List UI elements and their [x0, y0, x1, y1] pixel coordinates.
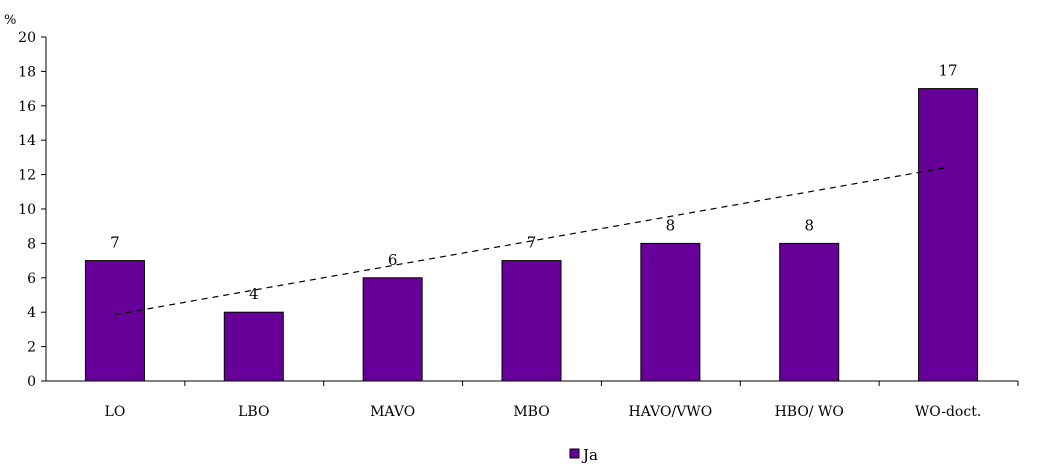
x-tick-label: LBO — [238, 404, 269, 420]
data-label: 7 — [110, 234, 120, 252]
y-tick-label: 6 — [27, 271, 36, 287]
data-label: 4 — [249, 285, 259, 303]
data-label: 8 — [804, 216, 814, 234]
x-tick-label: LO — [105, 404, 126, 420]
y-tick-label: 4 — [27, 305, 36, 321]
data-label: 7 — [527, 234, 537, 252]
y-axis-ticks: 0 2 4 6 8 10 12 14 16 18 20 — [18, 30, 46, 390]
y-axis-unit-label: % — [4, 13, 16, 28]
bars — [84, 88, 979, 382]
x-tick-label: HBO/ WO — [775, 404, 844, 420]
y-tick-label: 20 — [18, 30, 36, 46]
bar-lo — [84, 260, 145, 382]
y-tick-label: 16 — [18, 99, 36, 115]
bar-mbo — [501, 260, 562, 382]
data-labels: 7 4 6 7 8 8 17 — [110, 62, 957, 304]
legend: Ja — [569, 446, 598, 464]
y-tick-label: 14 — [18, 133, 36, 149]
data-label: 17 — [939, 62, 958, 80]
bar-mavo — [362, 277, 423, 382]
y-tick-label: 10 — [18, 202, 36, 218]
x-tick-label: HAVO/VWO — [629, 404, 713, 420]
data-label: 6 — [388, 251, 398, 269]
x-tick-label: WO-doct. — [915, 404, 981, 420]
bar-wo-doct — [918, 88, 979, 382]
y-tick-label: 8 — [27, 236, 36, 252]
data-label: 8 — [666, 216, 676, 234]
bar-havo-vwo — [640, 242, 701, 382]
legend-swatch-ja — [569, 448, 580, 459]
legend-label-ja: Ja — [581, 446, 598, 463]
x-tick-label: MBO — [513, 404, 549, 420]
y-tick-label: 18 — [18, 64, 36, 80]
x-axis-labels: LO LBO MAVO MBO HAVO/VWO HBO/ WO WO-doct. — [105, 381, 1019, 420]
bar-lbo — [223, 311, 284, 382]
x-tick-label: MAVO — [370, 404, 415, 420]
y-tick-label: 12 — [18, 168, 36, 184]
y-tick-label: 0 — [27, 374, 36, 390]
trendline — [114, 166, 949, 316]
bar-hbo-wo — [779, 242, 840, 382]
y-tick-label: 2 — [27, 340, 36, 356]
